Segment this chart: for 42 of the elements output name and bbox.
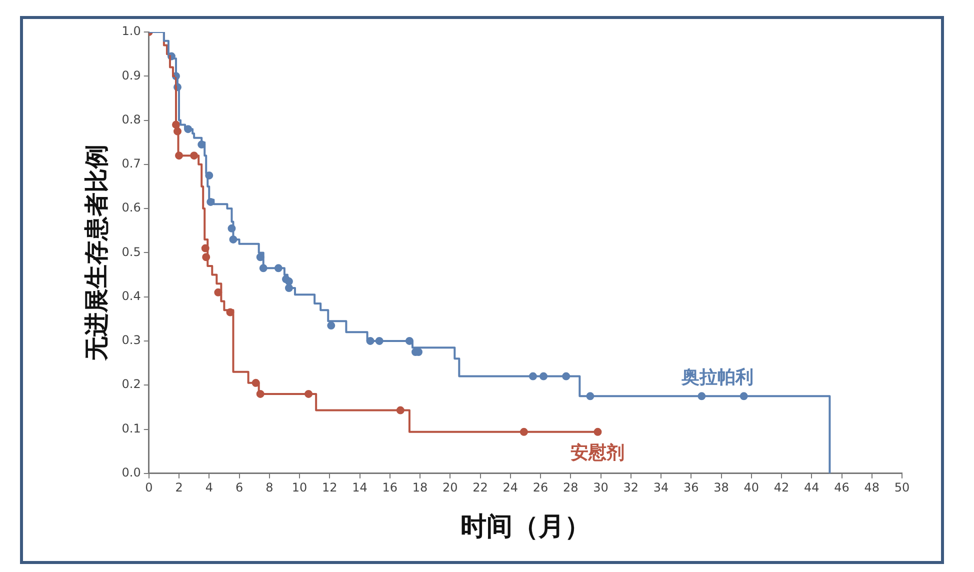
x-tick-label: 38 bbox=[714, 480, 729, 495]
x-tick-label: 32 bbox=[623, 480, 639, 495]
x-tick-label: 10 bbox=[292, 480, 308, 495]
y-tick-label: 0.1 bbox=[122, 421, 141, 436]
y-tick-label: 0.7 bbox=[122, 156, 141, 171]
y-axis-title: 无进展生存患者比例 bbox=[82, 144, 111, 362]
y-tick-label: 0.5 bbox=[122, 244, 141, 259]
x-tick-label: 14 bbox=[352, 480, 368, 495]
x-tick-label: 4 bbox=[205, 480, 213, 495]
series-label: 奥拉帕利 bbox=[680, 366, 754, 388]
x-tick-label: 44 bbox=[804, 480, 820, 495]
x-tick-label: 12 bbox=[322, 480, 338, 495]
x-tick-label: 8 bbox=[266, 480, 274, 495]
x-tick-label: 46 bbox=[834, 480, 850, 495]
y-tick-label: 0.0 bbox=[122, 466, 141, 480]
y-tick-label: 0.4 bbox=[122, 288, 141, 303]
x-tick-label: 22 bbox=[472, 480, 488, 495]
x-tick-label: 48 bbox=[864, 480, 880, 495]
x-tick-label: 20 bbox=[442, 480, 458, 495]
x-tick-label: 18 bbox=[412, 480, 428, 495]
x-tick-label: 0 bbox=[145, 480, 153, 495]
y-tick-label: 0.6 bbox=[122, 200, 141, 215]
x-tick-label: 6 bbox=[235, 480, 244, 495]
series-label: 安慰剂 bbox=[570, 442, 625, 464]
y-tick-label: 0.9 bbox=[122, 68, 141, 82]
x-axis-title: 时间（月） bbox=[460, 512, 590, 542]
x-tick-label: 28 bbox=[562, 480, 578, 495]
x-tick-label: 34 bbox=[653, 480, 669, 495]
y-tick-label: 0.8 bbox=[122, 112, 141, 126]
x-tick-label: 16 bbox=[382, 480, 398, 495]
x-tick-label: 42 bbox=[774, 480, 790, 495]
y-tick-label: 1.0 bbox=[122, 24, 141, 38]
x-tick-label: 50 bbox=[894, 480, 910, 495]
x-tick-label: 40 bbox=[744, 480, 760, 495]
x-tick-label: 26 bbox=[532, 480, 548, 495]
y-tick-label: 0.3 bbox=[122, 333, 141, 348]
y-tick-label: 0.2 bbox=[122, 377, 141, 392]
point bbox=[327, 322, 336, 330]
x-tick-label: 36 bbox=[683, 480, 699, 495]
x-tick-label: 30 bbox=[593, 480, 608, 495]
x-tick-label: 2 bbox=[175, 480, 183, 495]
x-tick-label: 24 bbox=[502, 480, 518, 495]
